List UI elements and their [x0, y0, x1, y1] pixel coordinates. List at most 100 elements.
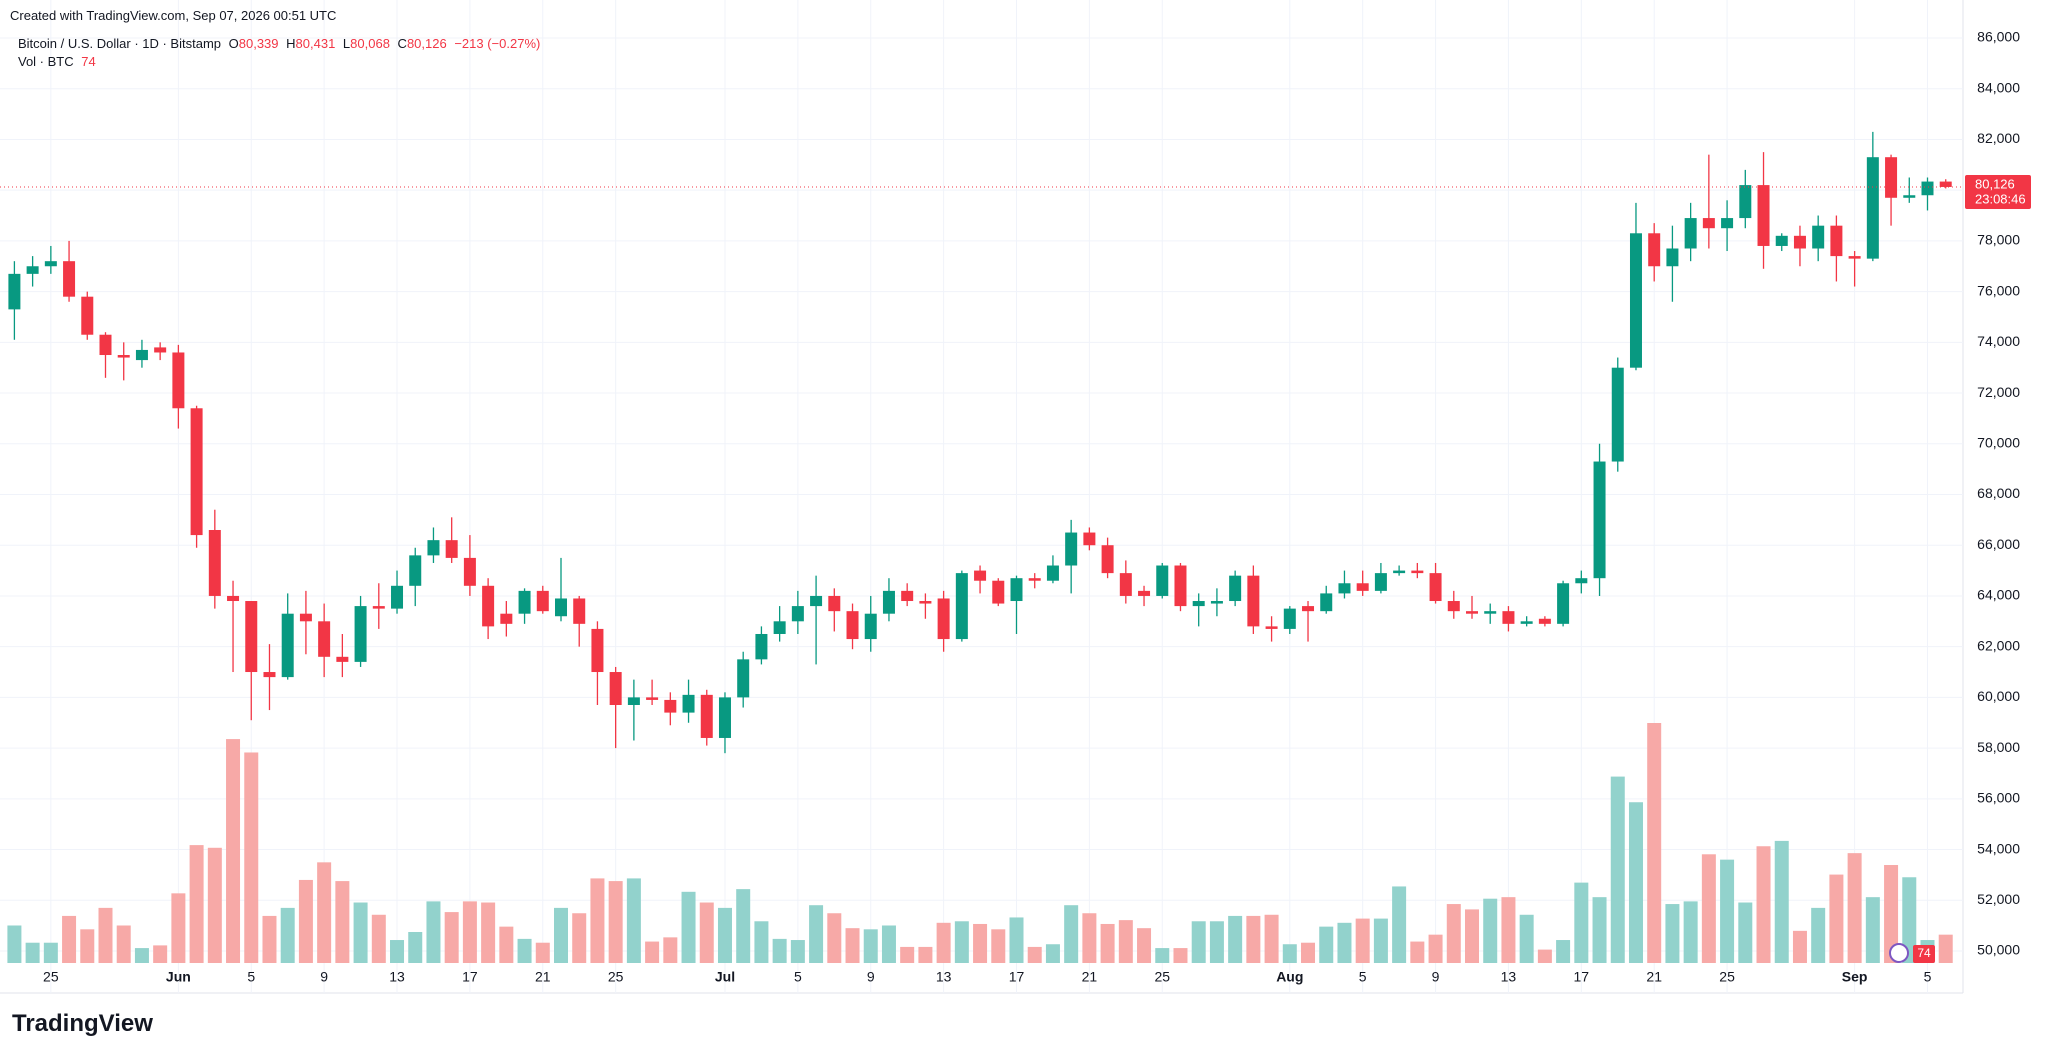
- volume-bar: [535, 942, 550, 963]
- candle-body: [791, 606, 804, 622]
- candle-body: [1538, 618, 1551, 624]
- candle: [1447, 590, 1460, 619]
- candle: [1903, 177, 1916, 203]
- candle: [463, 535, 476, 596]
- x-tick-label: 5: [247, 969, 255, 985]
- volume-bar: [1720, 859, 1735, 963]
- candle-body: [1484, 611, 1497, 614]
- candle-body: [1411, 570, 1424, 574]
- candle: [1210, 588, 1223, 617]
- candle-body: [518, 590, 531, 614]
- candle-body: [26, 266, 39, 274]
- volume-bar: [1137, 928, 1152, 963]
- candle: [974, 565, 987, 594]
- volume-bar: [1647, 723, 1662, 963]
- volume-bar: [7, 925, 22, 963]
- y-tick-label: 58,000: [1977, 739, 2020, 755]
- volume-bar: [1319, 926, 1334, 963]
- candle-body: [1210, 601, 1223, 604]
- candle: [1629, 202, 1642, 371]
- candle-body: [682, 694, 695, 713]
- y-tick-label: 52,000: [1977, 891, 2020, 907]
- y-tick-label: 70,000: [1977, 434, 2020, 450]
- candle: [627, 679, 640, 741]
- candle-body: [445, 540, 458, 558]
- y-tick-label: 50,000: [1977, 942, 2020, 958]
- candle: [1502, 606, 1515, 632]
- candle-body: [81, 296, 94, 335]
- candle: [1247, 565, 1260, 634]
- volume-bar: [481, 902, 496, 963]
- volume-bar: [1774, 840, 1789, 963]
- candle-body: [1684, 218, 1697, 249]
- candle: [299, 590, 312, 655]
- volume-bar: [43, 942, 58, 963]
- candle: [1083, 527, 1096, 551]
- volume-bar: [717, 907, 732, 963]
- candle-body: [1793, 235, 1806, 249]
- price-tag-label: 80,126: [1975, 176, 2015, 191]
- candle: [1885, 154, 1898, 226]
- candle: [190, 405, 203, 548]
- volume-bar: [1282, 944, 1297, 963]
- candle-body: [8, 273, 21, 310]
- volume-bar: [171, 893, 186, 963]
- volume-legend: Vol · BTC 74: [18, 54, 96, 69]
- candle-body: [99, 334, 112, 356]
- volume-bar: [590, 878, 605, 963]
- candle-body: [1702, 218, 1715, 229]
- candle-body: [1393, 570, 1406, 574]
- volume-bar: [699, 902, 714, 963]
- candle-body: [1921, 181, 1934, 196]
- volume-bar: [936, 922, 951, 963]
- candle-body: [1885, 157, 1898, 198]
- candle-body: [974, 570, 987, 581]
- candle: [1283, 606, 1296, 634]
- candle: [1830, 215, 1843, 282]
- price-tag: [1965, 174, 2031, 209]
- candle-body: [1575, 578, 1588, 584]
- candle: [482, 578, 495, 640]
- volume-bar: [1902, 877, 1917, 963]
- volume-bar: [1155, 948, 1170, 963]
- volume-tag-label: 74: [1917, 946, 1931, 960]
- candle: [992, 578, 1005, 607]
- candle: [901, 583, 914, 607]
- candle-body: [1666, 248, 1679, 267]
- candle-body: [627, 697, 640, 705]
- volume-bar: [80, 929, 95, 963]
- candle: [718, 692, 731, 754]
- candle-body: [1593, 461, 1606, 579]
- volume-bar: [1574, 882, 1589, 963]
- candle: [1575, 570, 1588, 594]
- x-tick-label: 9: [867, 969, 875, 985]
- volume-bar: [863, 929, 878, 963]
- volume-bar: [1884, 865, 1899, 963]
- y-tick-label: 54,000: [1977, 840, 2020, 856]
- candle-body: [919, 601, 932, 604]
- volume-bar: [572, 913, 587, 963]
- logo: TradingView: [12, 1010, 153, 1037]
- candle: [1611, 357, 1624, 472]
- candle: [99, 332, 112, 378]
- candle-body: [1083, 532, 1096, 546]
- volume-bar: [1665, 904, 1680, 963]
- volume-bar: [881, 925, 896, 963]
- candle: [1065, 519, 1078, 594]
- candle: [1338, 570, 1351, 599]
- y-tick-label: 82,000: [1977, 130, 2020, 146]
- candle: [1265, 616, 1278, 642]
- x-tick-label: 9: [320, 969, 328, 985]
- candle-body: [391, 585, 404, 609]
- candle-body: [135, 349, 148, 361]
- volume-bar: [134, 948, 149, 963]
- candle-body: [1356, 583, 1369, 591]
- volume-bar: [827, 913, 842, 963]
- candle-body: [1119, 573, 1132, 596]
- candle-body: [609, 672, 622, 705]
- x-tick-label: Aug: [1276, 969, 1303, 985]
- candle: [1302, 601, 1315, 642]
- y-tick-label: 62,000: [1977, 637, 2020, 653]
- candle: [955, 570, 968, 642]
- l-value: 80,068: [350, 36, 390, 51]
